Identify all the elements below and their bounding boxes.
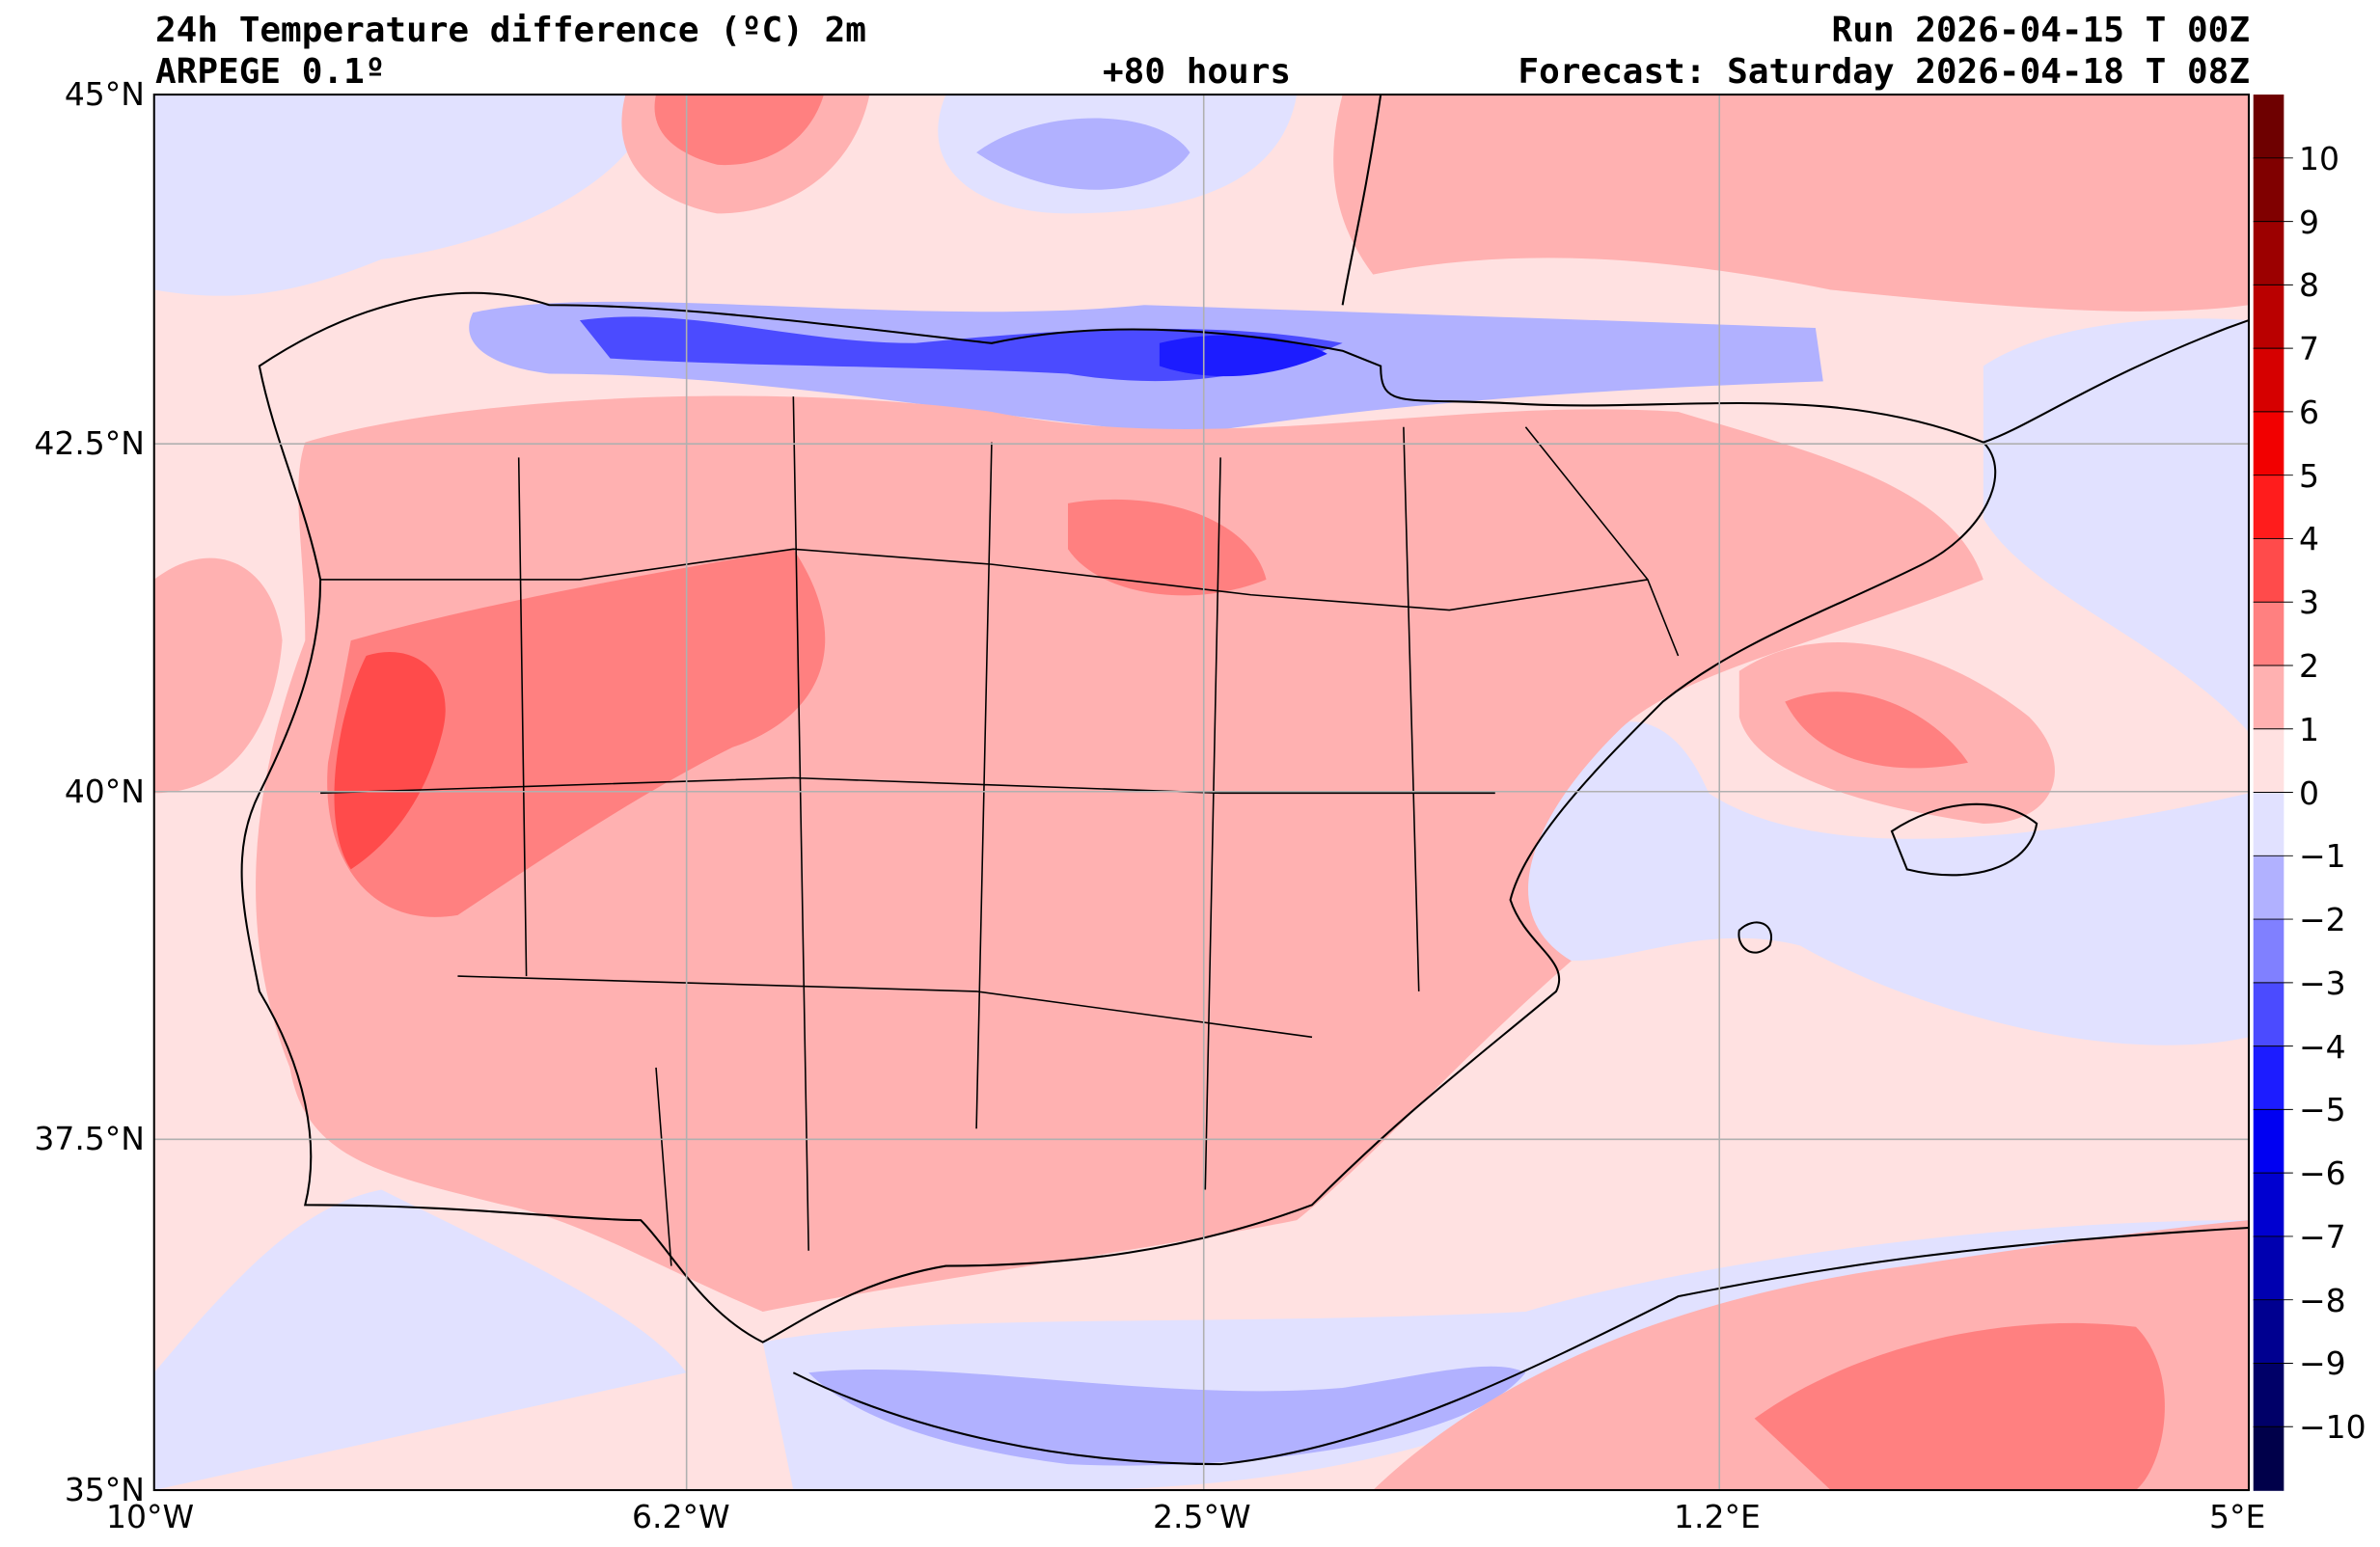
colorbar-segment xyxy=(2253,95,2284,159)
colorbar-label: 8 xyxy=(2299,266,2319,305)
colorbar-label: 3 xyxy=(2299,584,2319,622)
lat-label: 35°N xyxy=(64,1471,145,1508)
colorbar-segment xyxy=(2253,982,2284,1047)
lat-label: 40°N xyxy=(64,773,145,810)
colorbar-segment xyxy=(2253,1235,2284,1301)
colorbar-segment xyxy=(2253,1299,2284,1365)
coastline-africa xyxy=(792,1226,2249,1466)
map-frame xyxy=(152,94,2251,1492)
field-negative-bay-core xyxy=(976,118,1190,190)
field-positive-med-core xyxy=(1785,692,1969,769)
colorbar-segment xyxy=(2253,221,2284,286)
colorbar-segment xyxy=(2253,855,2284,920)
colorbar-segment xyxy=(2253,285,2284,349)
model-label: ARPEGE 0.1º xyxy=(155,52,386,92)
colorbar-segment xyxy=(2253,602,2284,666)
colorbar-segment xyxy=(2253,792,2284,857)
colorbar-label: 1 xyxy=(2299,710,2319,748)
field-positive-west xyxy=(327,549,826,917)
field-negative-balearic xyxy=(1510,721,2249,1045)
gridlines xyxy=(153,95,2249,1491)
lon-label: 2.5°W xyxy=(1153,1498,1251,1535)
colorbar-label: 2 xyxy=(2299,646,2319,685)
field-positive-west-core xyxy=(334,651,446,870)
field-positive-atlantic xyxy=(153,557,283,794)
admin-borders xyxy=(320,396,1680,1266)
colorbar-label: 6 xyxy=(2299,393,2319,431)
colorbar-label: −3 xyxy=(2299,963,2346,1002)
lon-label: 10°W xyxy=(106,1498,195,1535)
colorbar-label: 0 xyxy=(2299,774,2319,812)
field-positive-france xyxy=(1333,95,2249,312)
colorbar-segment xyxy=(2253,1045,2284,1111)
field-negative-east xyxy=(1983,318,2249,733)
colorbar-segment xyxy=(2253,1426,2284,1491)
colorbar-segment xyxy=(2253,1109,2284,1174)
colorbar xyxy=(2253,95,2293,1491)
colorbar-segment xyxy=(2253,475,2284,540)
field-positive-center xyxy=(1067,499,1267,596)
chart-title: 24h Temperature difference (ºC) 2m xyxy=(155,11,866,50)
colorbar-segment xyxy=(2253,538,2284,604)
field-positive-biscay-n-core xyxy=(654,95,824,166)
colorbar-label: 4 xyxy=(2299,520,2319,558)
lat-label: 37.5°N xyxy=(34,1120,145,1157)
coastline-iberia xyxy=(240,291,1997,1343)
colorbar-label: −2 xyxy=(2299,901,2346,939)
field-positive-africa-core xyxy=(1754,1322,2165,1491)
colorbar-segment xyxy=(2253,728,2284,794)
field-negative-sw xyxy=(153,1189,687,1491)
field-negative-north-core xyxy=(579,316,1343,382)
colorbar-label: −10 xyxy=(2299,1408,2366,1447)
colorbar-segment xyxy=(2253,1173,2284,1237)
lon-label: 5°E xyxy=(2209,1498,2266,1535)
colorbar-label: 7 xyxy=(2299,330,2319,368)
colorbar-segment xyxy=(2253,157,2284,223)
lat-label: 42.5°N xyxy=(34,424,145,462)
colorbar-segment xyxy=(2253,919,2284,984)
colorbar-label: −8 xyxy=(2299,1281,2346,1319)
lon-label: 1.2°E xyxy=(1674,1498,1761,1535)
forecast-label: Forecast: Saturday 2026-04-18 T 08Z xyxy=(1518,52,2250,92)
colorbar-segment xyxy=(2253,411,2284,476)
colorbar-segment xyxy=(2253,665,2284,730)
colorbar-label: 5 xyxy=(2299,456,2319,495)
colorbar-label: −1 xyxy=(2299,837,2346,876)
lat-label: 45°N xyxy=(64,75,145,113)
colorbar-label: −4 xyxy=(2299,1027,2346,1066)
run-label: Run 2026-04-15 T 00Z xyxy=(1831,11,2250,50)
lon-label: 6.2°W xyxy=(632,1498,730,1535)
colorbar-segment xyxy=(2253,1363,2284,1428)
coastline-france xyxy=(1341,95,2249,444)
colorbar-segment xyxy=(2253,348,2284,413)
colorbar-label: −9 xyxy=(2299,1344,2346,1383)
colorbar-label: 9 xyxy=(2299,203,2319,241)
field-negative-north-core2 xyxy=(1159,335,1327,377)
colorbar-label: 10 xyxy=(2299,139,2339,177)
lead-time-label: +80 hours xyxy=(1103,52,1292,92)
field-negative-nw xyxy=(153,95,657,296)
colorbar-label: −5 xyxy=(2299,1091,2346,1129)
colorbar-label: −6 xyxy=(2299,1154,2346,1193)
colorbar-label: −7 xyxy=(2299,1217,2346,1256)
field-negative-alboran-core xyxy=(808,1366,1526,1466)
coastline-mallorca xyxy=(1737,802,2038,954)
